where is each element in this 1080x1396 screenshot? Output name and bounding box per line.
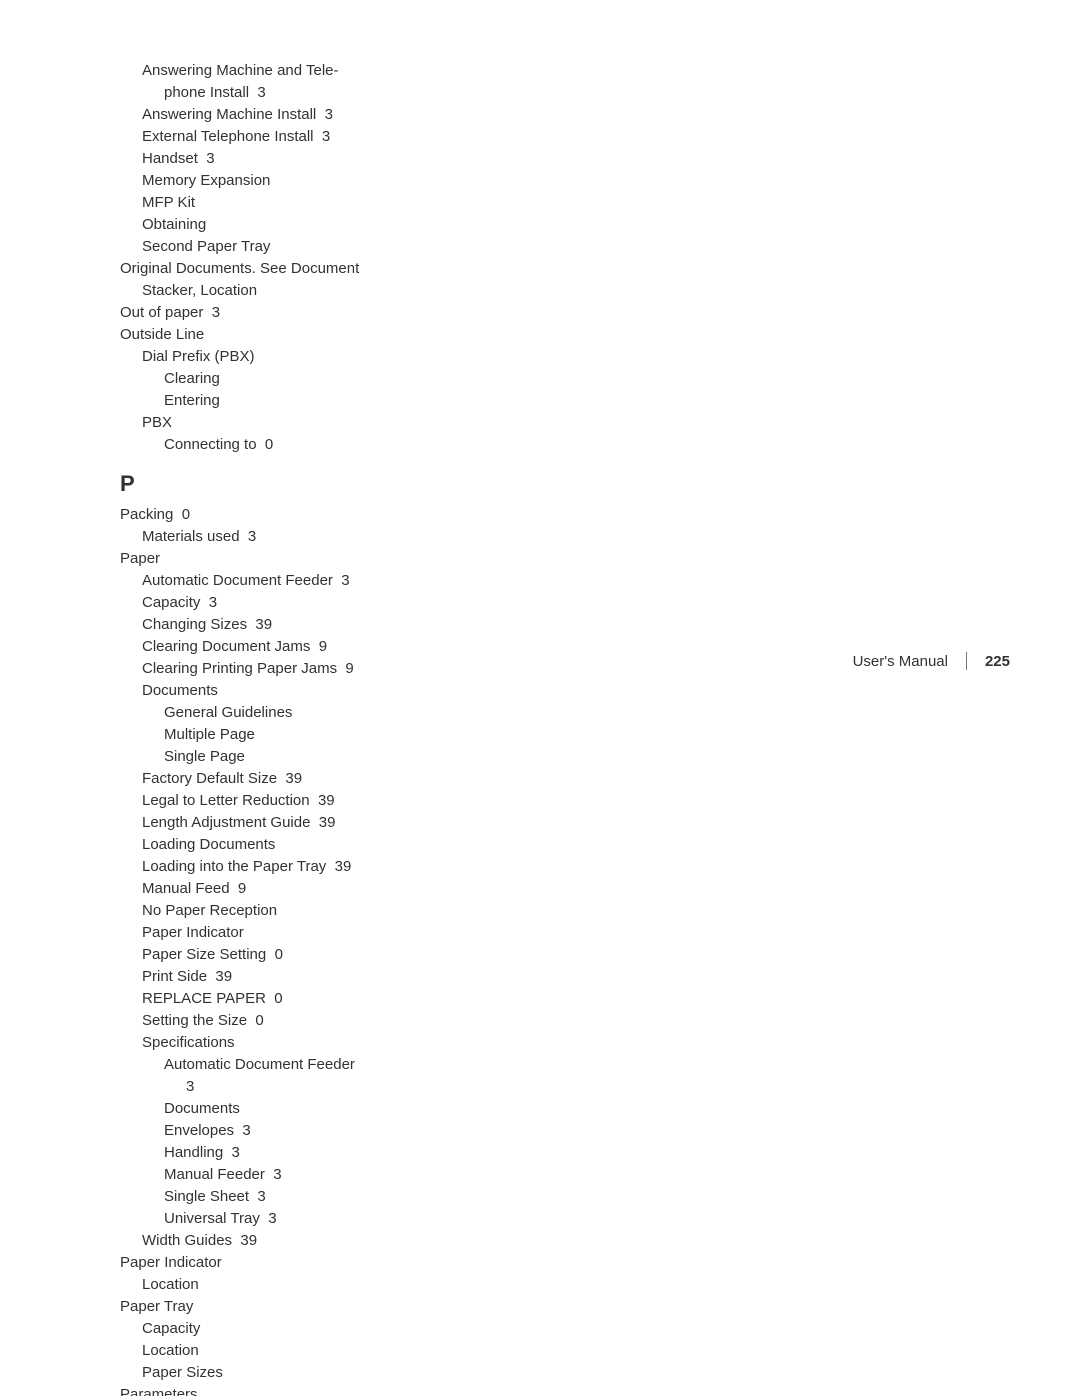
index-entry: Parameters <box>120 1384 390 1396</box>
index-entry: Handset 3 <box>120 148 390 170</box>
index-entry: Capacity <box>120 1318 390 1340</box>
index-entry: Clearing Printing Paper Jams 9 <box>120 658 390 680</box>
index-entry: Stacker, Location <box>120 280 390 302</box>
index-entry: Location <box>120 1274 390 1296</box>
footer-page-number: 225 <box>985 653 1010 670</box>
index-entry: Packing 0 <box>120 504 390 526</box>
index-entry: Out of paper 3 <box>120 302 390 324</box>
index-entry: Outside Line <box>120 324 390 346</box>
index-entry: Single Sheet 3 <box>120 1186 390 1208</box>
footer-divider <box>966 652 967 670</box>
index-entry: Handling 3 <box>120 1142 390 1164</box>
index-entry: Paper Size Setting 0 <box>120 944 390 966</box>
index-entry: Legal to Letter Reduction 39 <box>120 790 390 812</box>
section-heading: P <box>120 464 390 504</box>
index-entry: Factory Default Size 39 <box>120 768 390 790</box>
index-entry: Answering Machine Install 3 <box>120 104 390 126</box>
index-entry: REPLACE PAPER 0 <box>120 988 390 1010</box>
index-entry: Setting the Size 0 <box>120 1010 390 1032</box>
index-entry: External Telephone Install 3 <box>120 126 390 148</box>
index-entry: Automatic Document Feeder <box>120 1054 390 1076</box>
index-entry: Memory Expansion <box>120 170 390 192</box>
index-entry: 3 <box>120 1076 390 1098</box>
page-footer: User's Manual 225 <box>853 652 1010 670</box>
index-entry: No Paper Reception <box>120 900 390 922</box>
index-page: Answering Machine and Tele-phone Install… <box>0 0 1080 698</box>
index-entry: Envelopes 3 <box>120 1120 390 1142</box>
index-entry: Paper Indicator <box>120 922 390 944</box>
index-entry: Loading Documents <box>120 834 390 856</box>
index-entry: Automatic Document Feeder 3 <box>120 570 390 592</box>
index-entry: Specifications <box>120 1032 390 1054</box>
index-entry: Paper Sizes <box>120 1362 390 1384</box>
index-entry: Single Page <box>120 746 390 768</box>
index-entry: Universal Tray 3 <box>120 1208 390 1230</box>
index-entry: phone Install 3 <box>120 82 390 104</box>
index-entry: Manual Feed 9 <box>120 878 390 900</box>
index-entry: Length Adjustment Guide 39 <box>120 812 390 834</box>
index-entry: Loading into the Paper Tray 39 <box>120 856 390 878</box>
index-entry: Capacity 3 <box>120 592 390 614</box>
index-entry: MFP Kit <box>120 192 390 214</box>
index-entry: Entering <box>120 390 390 412</box>
index-entry: Paper Tray <box>120 1296 390 1318</box>
footer-label: User's Manual <box>853 653 948 670</box>
index-entry: Paper <box>120 548 390 570</box>
index-entry: PBX <box>120 412 390 434</box>
index-entry: Manual Feeder 3 <box>120 1164 390 1186</box>
index-entry: General Guidelines <box>120 702 390 724</box>
index-entry: Changing Sizes 39 <box>120 614 390 636</box>
index-entry: Print Side 39 <box>120 966 390 988</box>
index-entry: Connecting to 0 <box>120 434 390 456</box>
index-entry: Documents <box>120 1098 390 1120</box>
index-entry: Obtaining <box>120 214 390 236</box>
index-entry: Width Guides 39 <box>120 1230 390 1252</box>
index-entry: Location <box>120 1340 390 1362</box>
index-entry: Multiple Page <box>120 724 390 746</box>
index-entry: Original Documents. See Document <box>120 258 390 280</box>
index-entry: Second Paper Tray <box>120 236 390 258</box>
index-entry: Clearing <box>120 368 390 390</box>
index-entry: Paper Indicator <box>120 1252 390 1274</box>
index-entry: Dial Prefix (PBX) <box>120 346 390 368</box>
index-entry: Documents <box>120 680 390 702</box>
index-entry: Clearing Document Jams 9 <box>120 636 390 658</box>
index-entry: Materials used 3 <box>120 526 390 548</box>
index-entry: Answering Machine and Tele- <box>120 60 390 82</box>
index-columns: Answering Machine and Tele-phone Install… <box>120 60 1010 1396</box>
